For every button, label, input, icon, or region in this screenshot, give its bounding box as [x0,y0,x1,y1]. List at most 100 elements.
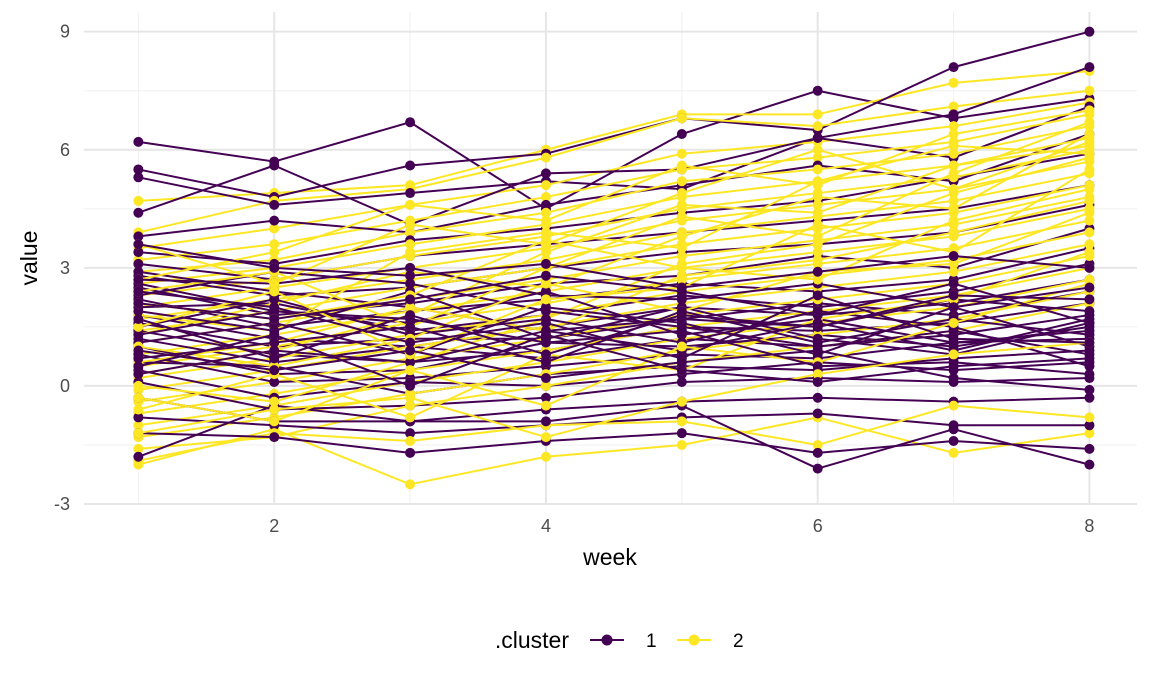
series-line [138,125,1090,273]
data-point [133,412,144,423]
series-line [138,243,1090,289]
data-point [133,298,144,309]
data-point [133,404,144,415]
series-line [138,199,1090,364]
data-point [812,191,823,202]
data-point [133,239,144,250]
data-point [812,231,823,242]
series-line [138,144,1090,332]
data-point [676,211,687,222]
data-point [676,325,687,336]
data-point [540,380,551,391]
series-cluster-1 [133,408,1095,439]
data-point [812,164,823,175]
data-point [1084,117,1095,128]
data-point [540,373,551,384]
y-axis-title: value [16,231,42,286]
data-point [133,164,144,175]
data-point [948,62,959,73]
series-line [138,333,1090,387]
data-point [133,247,144,258]
data-point [676,129,687,140]
series-line [138,148,1090,297]
data-point [269,396,280,407]
y-tick-label: 6 [60,140,70,160]
data-point [1084,215,1095,226]
data-point [269,239,280,250]
data-point [1084,148,1095,159]
series-line [138,298,1090,368]
data-point [1084,317,1095,328]
data-point [676,310,687,321]
data-point [133,286,144,297]
data-point [812,408,823,419]
data-point [405,262,416,273]
data-point [269,353,280,364]
data-point [133,207,144,218]
data-point [676,286,687,297]
data-point [269,432,280,443]
data-point [812,369,823,380]
data-point [812,180,823,191]
series-line [138,349,1090,391]
data-point [1084,26,1095,37]
data-point [812,132,823,143]
series-cluster-1 [133,239,1095,293]
data-point [405,357,416,368]
data-point [405,365,416,376]
data-point [1084,392,1095,403]
data-point [1084,412,1095,423]
data-point [540,432,551,443]
data-point [1084,184,1095,195]
series-line [138,30,1090,198]
data-point [405,302,416,313]
data-point [269,337,280,348]
data-point [812,321,823,332]
series-line [138,140,1090,285]
data-point [812,439,823,450]
data-point [269,262,280,273]
data-point [1084,239,1095,250]
data-point [133,172,144,183]
data-point [676,113,687,124]
x-tick-label: 2 [269,516,279,536]
data-point [405,412,416,423]
data-point [405,199,416,210]
data-point [133,420,144,431]
data-point [133,321,144,332]
data-point [405,337,416,348]
data-point [133,136,144,147]
series-line [138,133,1090,336]
data-point [405,160,416,171]
data-point [1084,105,1095,116]
data-point [676,148,687,159]
data-point [540,416,551,427]
data-point [269,278,280,289]
series-line [138,89,1090,234]
data-point [676,231,687,242]
data-point [269,329,280,340]
data-point [540,392,551,403]
data-point [269,160,280,171]
series-line [138,341,1090,439]
data-point [405,270,416,281]
data-point [269,314,280,325]
series-line [138,404,1090,462]
data-point [405,227,416,238]
data-point [676,341,687,352]
data-point [812,337,823,348]
data-point [676,176,687,187]
data-point [133,443,144,454]
data-point [948,400,959,411]
data-point [676,353,687,364]
data-point [812,199,823,210]
data-point [133,274,144,285]
data-point [948,195,959,206]
data-point [676,251,687,262]
data-point [812,310,823,321]
series-line [138,136,1090,285]
data-point [812,361,823,372]
data-point [676,396,687,407]
legend-title: .cluster [495,627,569,653]
data-point [133,314,144,325]
